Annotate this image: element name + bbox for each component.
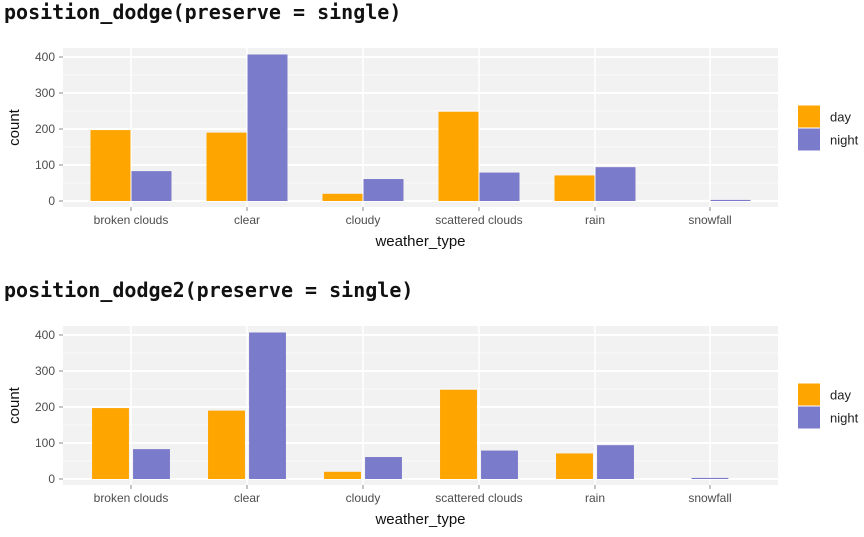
x-tick-label: broken clouds — [94, 213, 169, 227]
bar-night-cloudy — [365, 457, 402, 479]
x-tick-label: rain — [585, 491, 605, 505]
x-tick-label: snowfall — [688, 491, 731, 505]
chart-title-1: position_dodge(preserve = single) — [4, 0, 402, 24]
bar-day-cloudy — [322, 193, 363, 201]
bar-night-snowfall — [691, 477, 729, 479]
legend-key-day — [798, 105, 820, 128]
y-tick-label: 400 — [35, 50, 55, 64]
legend-key-day — [798, 383, 820, 406]
y-axis-title: count — [6, 108, 23, 146]
x-tick-label: scattered clouds — [435, 491, 522, 505]
y-tick-label: 0 — [48, 472, 55, 486]
x-tick-label: cloudy — [346, 491, 381, 505]
x-tick-label: broken clouds — [94, 491, 169, 505]
bar-night-rain — [597, 445, 634, 479]
legend-label-day: day — [830, 388, 851, 403]
legend-label-night: night — [830, 411, 859, 426]
legend-label-night: night — [830, 133, 859, 148]
x-tick-label: cloudy — [346, 213, 381, 227]
y-tick-label: 400 — [35, 328, 55, 342]
y-tick-label: 0 — [48, 194, 55, 208]
bar-day-broken-clouds — [92, 408, 129, 479]
x-axis-title: weather_type — [374, 233, 465, 250]
bar-night-scattered-clouds — [481, 450, 518, 479]
chart-title-2: position_dodge2(preserve = single) — [4, 278, 414, 302]
legend-label-day: day — [830, 110, 851, 125]
bar-night-clear — [247, 54, 288, 202]
y-tick-label: 200 — [35, 400, 55, 414]
y-tick-label: 200 — [35, 122, 55, 136]
y-tick-label: 100 — [35, 158, 55, 172]
x-tick-label: rain — [585, 213, 605, 227]
legend-key-night — [798, 406, 820, 429]
bar-night-broken-clouds — [133, 449, 170, 479]
y-axis-title: count — [6, 386, 23, 424]
x-tick-label: scattered clouds — [435, 213, 522, 227]
bar-night-snowfall — [710, 199, 751, 201]
x-tick-label: clear — [234, 491, 260, 505]
x-tick-label: snowfall — [688, 213, 731, 227]
bar-day-cloudy — [324, 471, 361, 479]
bar-day-clear — [208, 410, 245, 479]
x-tick-label: clear — [234, 213, 260, 227]
bar-night-broken-clouds — [131, 171, 172, 201]
y-tick-label: 100 — [35, 436, 55, 450]
legend-key-night — [798, 128, 820, 151]
bar-night-scattered-clouds — [479, 172, 520, 201]
bar-night-rain — [595, 167, 636, 201]
x-axis-title: weather_type — [374, 511, 465, 528]
bar-night-cloudy — [363, 179, 404, 201]
bar-day-scattered-clouds — [438, 111, 479, 201]
bar-day-broken-clouds — [90, 130, 131, 201]
bar-day-rain — [554, 175, 595, 201]
bar-day-rain — [556, 453, 593, 479]
bar-day-clear — [206, 132, 247, 201]
y-tick-label: 300 — [35, 86, 55, 100]
bar-night-clear — [249, 332, 286, 479]
bar-day-scattered-clouds — [440, 389, 477, 479]
y-tick-label: 300 — [35, 364, 55, 378]
